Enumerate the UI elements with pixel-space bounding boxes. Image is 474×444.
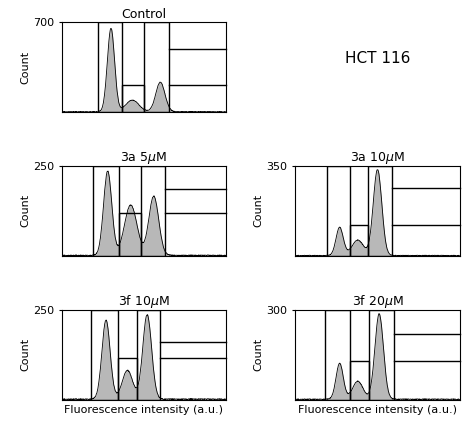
- Bar: [98, 22, 122, 112]
- Y-axis label: Count: Count: [20, 194, 30, 227]
- Bar: [325, 310, 349, 400]
- Title: Control: Control: [121, 8, 166, 21]
- X-axis label: Fluorescence intensity (a.u.): Fluorescence intensity (a.u.): [298, 405, 457, 415]
- Title: 3a 10$\mu$M: 3a 10$\mu$M: [350, 150, 405, 166]
- Bar: [141, 166, 165, 256]
- Bar: [91, 310, 118, 400]
- Y-axis label: Count: Count: [254, 194, 264, 227]
- Bar: [368, 166, 392, 256]
- X-axis label: Fluorescence intensity (a.u.): Fluorescence intensity (a.u.): [64, 405, 223, 415]
- Bar: [122, 85, 144, 112]
- Bar: [137, 310, 160, 400]
- Title: 3a 5$\mu$M: 3a 5$\mu$M: [120, 150, 167, 166]
- Text: HCT 116: HCT 116: [345, 51, 410, 66]
- Title: 3f 20$\mu$M: 3f 20$\mu$M: [352, 293, 403, 310]
- Bar: [119, 213, 141, 256]
- Bar: [349, 225, 368, 256]
- Bar: [349, 361, 369, 400]
- Bar: [144, 22, 169, 112]
- Y-axis label: Count: Count: [20, 338, 30, 371]
- Bar: [118, 358, 137, 400]
- Y-axis label: Count: Count: [254, 338, 264, 371]
- Bar: [327, 166, 349, 256]
- Bar: [369, 310, 394, 400]
- Bar: [93, 166, 119, 256]
- Title: 3f 10$\mu$M: 3f 10$\mu$M: [118, 293, 170, 310]
- Y-axis label: Count: Count: [20, 51, 30, 83]
